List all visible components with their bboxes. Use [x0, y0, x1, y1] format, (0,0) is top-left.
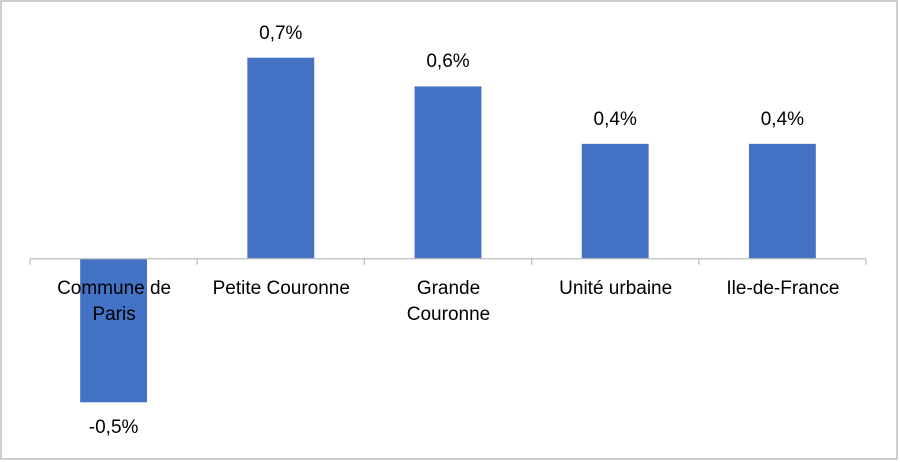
x-tick-label: Unité urbaine [559, 277, 673, 299]
bar [414, 86, 482, 259]
value-label: 0,7% [259, 22, 303, 44]
value-label: -0,5% [88, 417, 139, 439]
value-label: 0,4% [760, 108, 805, 130]
x-tick-label: Grande Couronne [406, 277, 491, 325]
bar [80, 258, 148, 403]
bar [748, 143, 816, 259]
value-label: 0,4% [593, 108, 637, 130]
x-tick-label: Ile-de-France [726, 277, 840, 299]
x-tick-label: Petite Couronne [212, 277, 350, 299]
value-label: 0,6% [426, 51, 470, 73]
bar [581, 143, 649, 259]
bar [247, 57, 315, 259]
x-tick-label: Commune de Paris [57, 277, 172, 325]
